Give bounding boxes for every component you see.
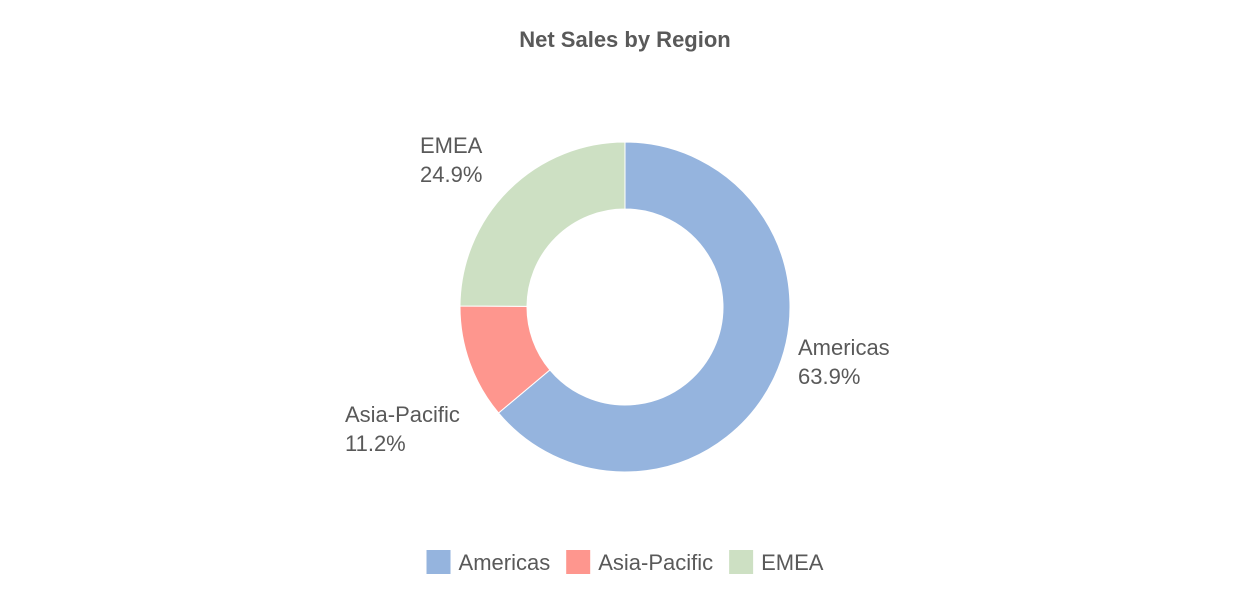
legend-swatch-emea [729, 550, 754, 574]
slice-value-asia-pacific: 11.2% [345, 431, 406, 456]
slice-labels: Americas 63.9% Asia-Pacific 11.2% EMEA 24.9% [345, 133, 890, 456]
slice-value-emea: 24.9% [420, 162, 482, 187]
slice-label-emea: EMEA [420, 133, 483, 158]
legend-label-asia-pacific: Asia-Pacific [598, 550, 713, 575]
legend-label-americas: Americas [459, 550, 551, 575]
legend: Americas Asia-Pacific EMEA [426, 550, 824, 575]
chart-title: Net Sales by Region [519, 27, 731, 52]
slice-value-americas: 63.9% [798, 364, 860, 389]
legend-swatch-asia-pacific [566, 550, 591, 574]
donut-slices [459, 141, 791, 473]
slice-americas [497, 141, 791, 473]
slice-label-americas: Americas [798, 335, 890, 360]
slice-label-asia-pacific: Asia-Pacific [345, 402, 460, 427]
legend-label-emea: EMEA [761, 550, 824, 575]
slice-emea [459, 141, 626, 307]
legend-swatch-americas [426, 550, 451, 574]
